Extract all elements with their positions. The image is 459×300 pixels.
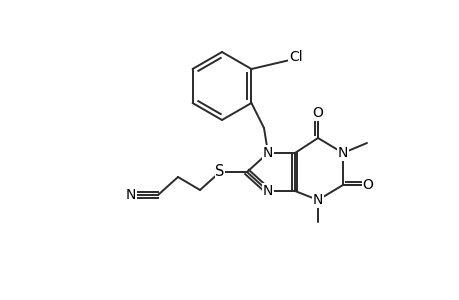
Text: S: S [215, 164, 224, 179]
Text: O: O [362, 178, 373, 192]
Text: N: N [262, 184, 273, 198]
Text: N: N [126, 188, 136, 202]
Text: N: N [312, 193, 323, 207]
Text: O: O [312, 106, 323, 120]
Text: Cl: Cl [289, 50, 302, 64]
Text: N: N [262, 146, 273, 160]
Text: N: N [337, 146, 347, 160]
